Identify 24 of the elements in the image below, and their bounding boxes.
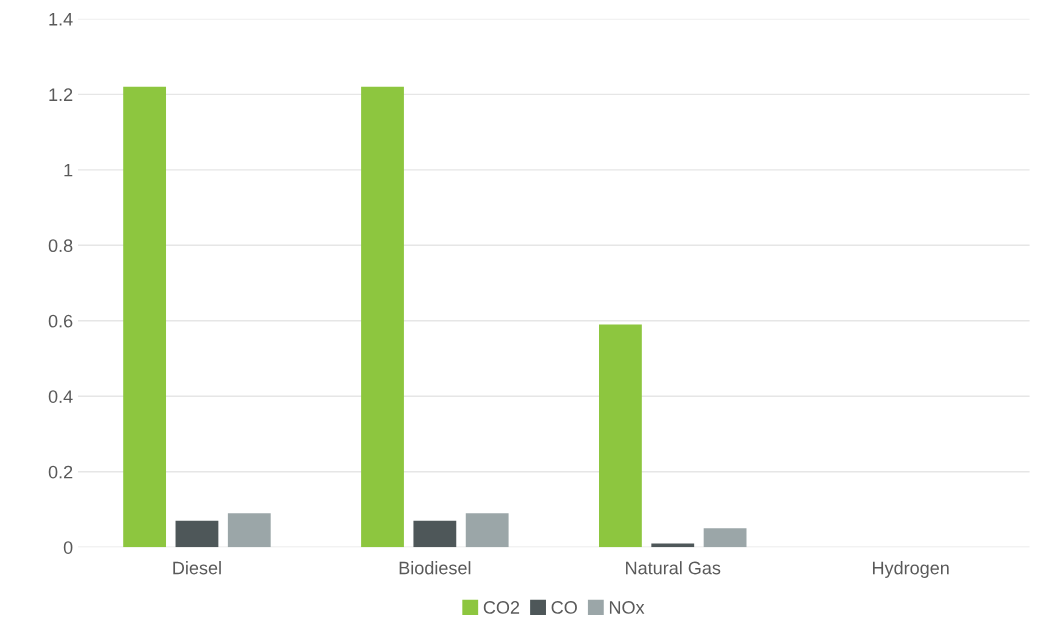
legend-label: CO (551, 601, 577, 614)
y-tick-label: 1 (64, 163, 73, 177)
bar (599, 324, 642, 548)
y-tick-label: 0.6 (48, 314, 73, 328)
legend-label: CO2 (483, 601, 520, 614)
bar (465, 513, 509, 548)
legend-label: NOx (609, 601, 645, 614)
x-tick-label: Hydrogen (872, 561, 949, 578)
bar (175, 520, 219, 548)
x-tick-label: Biodiesel (399, 561, 471, 575)
y-tick-label: 0.4 (48, 390, 73, 403)
bar (413, 520, 457, 548)
y-tick-label: 1.2 (49, 88, 73, 101)
y-tick-label: 0.8 (48, 239, 73, 253)
bar (123, 86, 167, 548)
bar (651, 543, 695, 548)
bar (361, 86, 404, 548)
y-tick-label: 0.2 (48, 465, 73, 479)
y-tick-label: 0 (63, 541, 73, 554)
x-tick-label: Natural Gas (626, 561, 721, 575)
bar (227, 513, 271, 548)
x-tick-label: Diesel (173, 561, 221, 575)
bar (703, 528, 747, 548)
y-tick-label: 1.4 (49, 12, 73, 26)
